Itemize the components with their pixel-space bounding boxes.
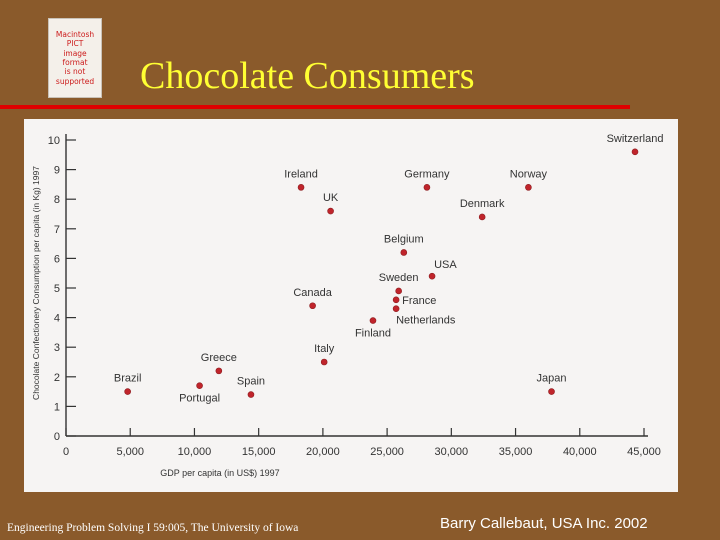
data-point-italy — [320, 358, 328, 366]
x-tick-label: 20,000 — [306, 446, 340, 458]
chart-panel: 0 1 2 3 4 5 6 7 8 9 10 0 5,000 10,000 15,000 20,000 25,0… — [24, 119, 678, 492]
data-label-sweden: Sweden — [379, 272, 419, 284]
data-point-ireland — [297, 184, 305, 191]
data-point-belgium — [400, 249, 408, 256]
x-axis-title: GDP per capita (in US$) 1997 — [160, 468, 279, 478]
data-point-spain — [247, 391, 255, 398]
y-tick-label: 8 — [54, 194, 60, 206]
data-label-portugal: Portugal — [179, 393, 220, 405]
y-axis-title: Chocolate Confectionery Consumption per … — [31, 166, 41, 400]
data-point-canada — [309, 302, 316, 310]
data-point-usa — [428, 272, 436, 280]
y-tick-label: 9 — [54, 165, 60, 177]
x-tick-label: 10,000 — [178, 446, 212, 458]
y-tick-label: 6 — [54, 253, 60, 265]
title-divider — [0, 105, 630, 109]
scatter-chart: 0 1 2 3 4 5 6 7 8 9 10 0 5,000 10,000 15,000 20,000 25,0… — [31, 133, 664, 478]
data-point-finland — [369, 317, 377, 324]
data-label-canada: Canada — [293, 287, 332, 299]
x-tick-label: 0 — [63, 446, 69, 458]
data-point-denmark — [478, 213, 486, 221]
data-label-denmark: Denmark — [460, 198, 505, 210]
data-label-norway: Norway — [510, 168, 548, 180]
data-label-greece: Greece — [201, 352, 237, 364]
slide-title: Chocolate Consumers — [140, 55, 475, 97]
data-label-finland: Finland — [355, 328, 391, 340]
pict-placeholder-text: Macintosh PICT image format is not suppo… — [55, 29, 95, 86]
x-tick-label: 45,000 — [627, 446, 661, 458]
data-label-japan: Japan — [537, 373, 567, 385]
y-tick-label: 5 — [54, 283, 60, 295]
data-point-germany — [423, 184, 431, 191]
data-point-france — [392, 296, 400, 304]
y-tick-label: 7 — [54, 224, 60, 236]
data-point-sweden — [395, 287, 402, 295]
data-label-italy: Italy — [314, 343, 335, 355]
data-point-norway — [525, 184, 532, 191]
data-point-brazil — [124, 388, 131, 395]
footer-source: Barry Callebaut, USA Inc. 2002 — [440, 515, 648, 532]
x-tick-label: 15,000 — [242, 446, 276, 458]
data-label-ireland: Ireland — [284, 168, 318, 180]
data-point-portugal — [196, 382, 203, 389]
data-point-uk — [327, 207, 334, 215]
data-label-switzerland: Switzerland — [607, 133, 664, 145]
data-label-belgium: Belgium — [384, 233, 424, 245]
y-tick-label: 3 — [54, 342, 60, 354]
data-point-japan — [548, 388, 555, 395]
data-label-netherlands: Netherlands — [396, 315, 456, 327]
data-point-switzerland — [631, 148, 639, 156]
pict-placeholder-image: Macintosh PICT image format is not suppo… — [48, 18, 102, 98]
x-tick-label: 5,000 — [116, 446, 144, 458]
data-label-france: France — [402, 295, 436, 307]
footer-course: Engineering Problem Solving I 59:005, Th… — [7, 522, 299, 534]
y-tick-label: 4 — [54, 313, 60, 325]
y-tick-label: 2 — [54, 372, 60, 384]
data-point-greece — [215, 367, 223, 375]
x-tick-label: 25,000 — [370, 446, 404, 458]
data-label-germany: Germany — [404, 168, 450, 180]
x-tick-label: 40,000 — [563, 446, 597, 458]
y-tick-label: 1 — [54, 401, 60, 413]
data-label-brazil: Brazil — [114, 373, 142, 385]
data-label-uk: UK — [323, 192, 339, 204]
x-tick-label: 35,000 — [499, 446, 533, 458]
data-point-netherlands — [392, 305, 400, 313]
x-tick-label: 30,000 — [435, 446, 469, 458]
data-label-spain: Spain — [237, 376, 265, 388]
y-tick-label: 0 — [54, 431, 60, 443]
y-tick-label: 10 — [48, 135, 60, 147]
data-label-usa: USA — [434, 259, 457, 271]
